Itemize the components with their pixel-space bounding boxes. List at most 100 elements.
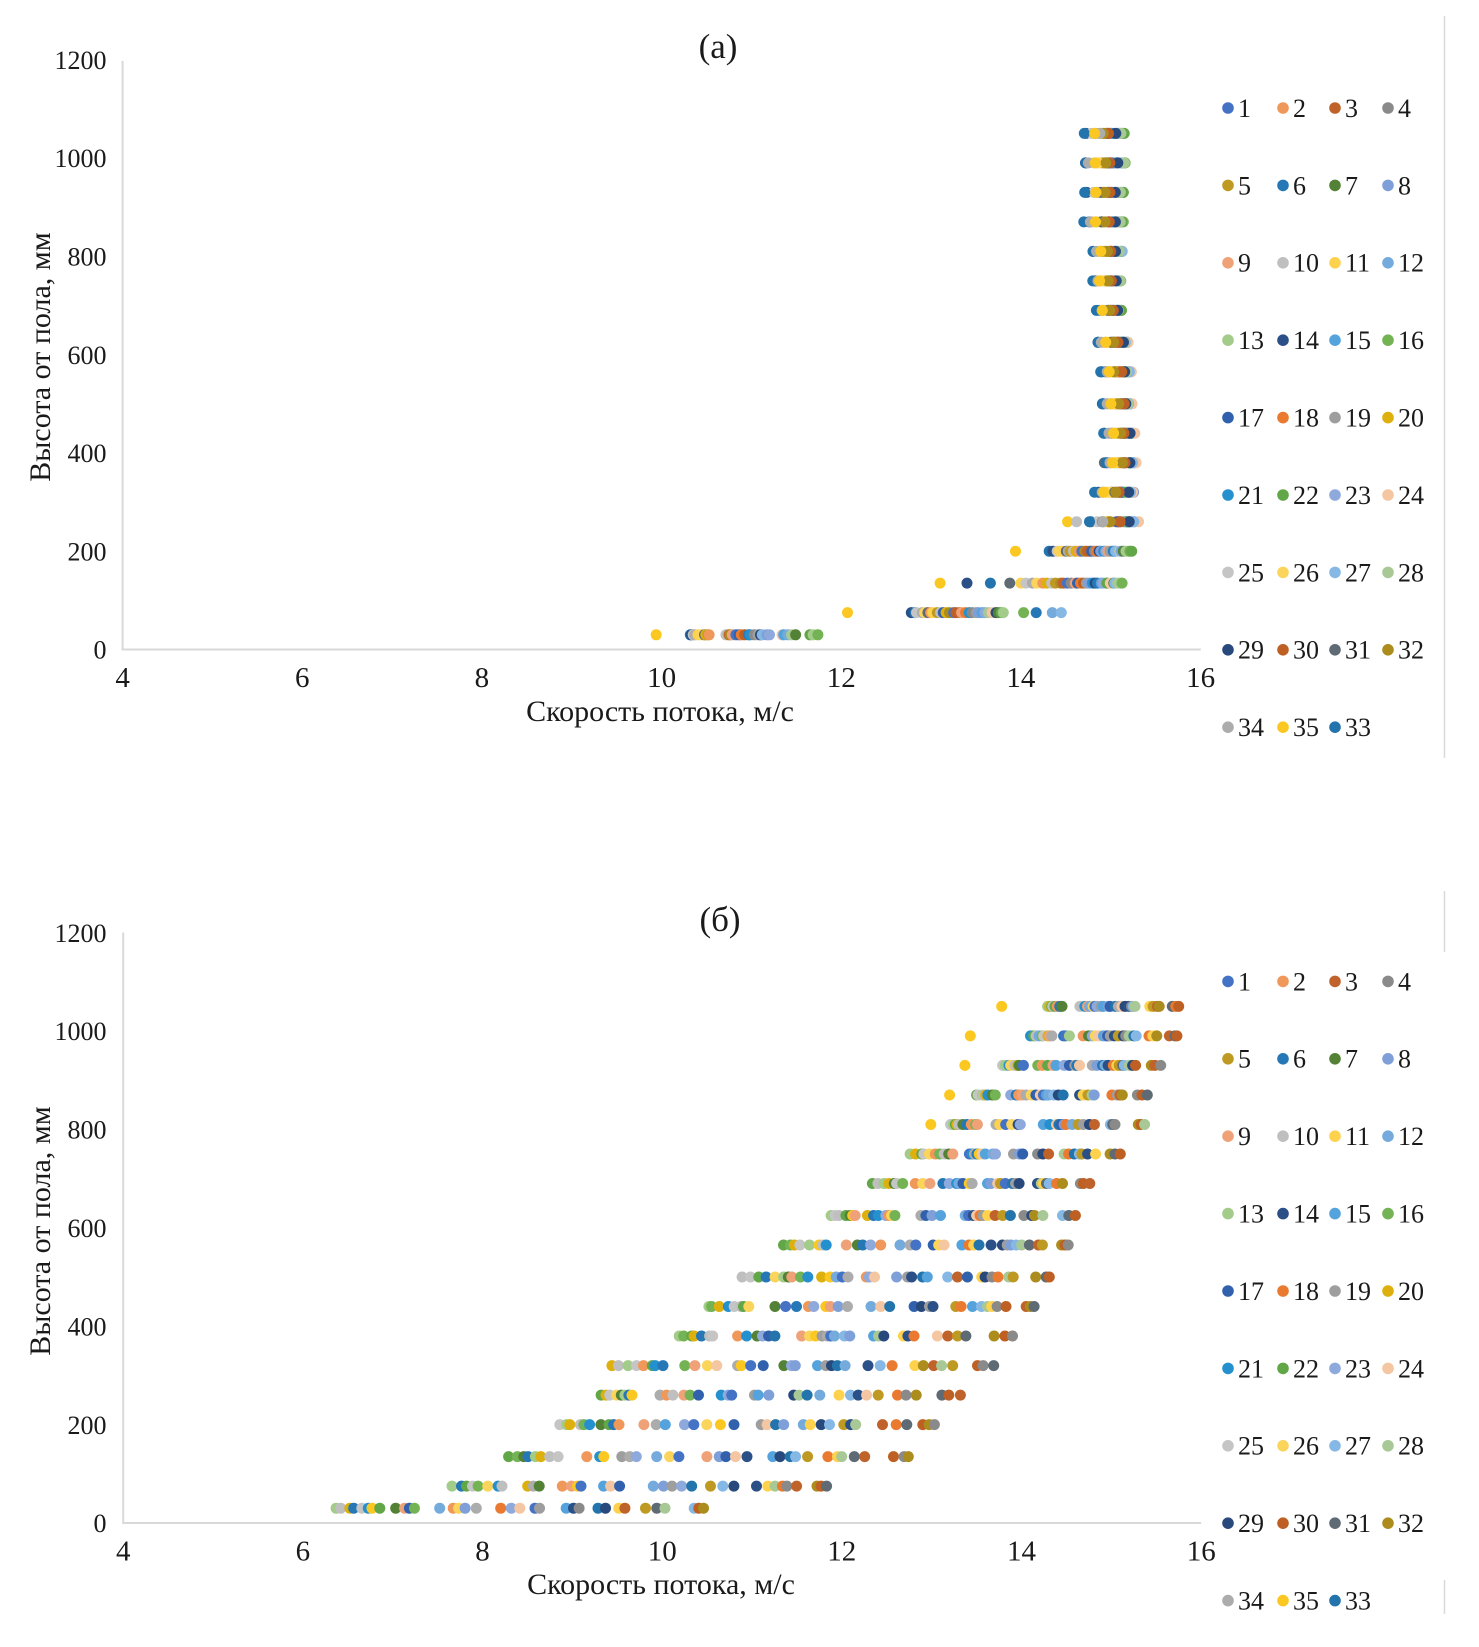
svg-text:25: 25 bbox=[1238, 558, 1264, 587]
svg-text:1: 1 bbox=[1238, 967, 1251, 996]
svg-text:5: 5 bbox=[1238, 171, 1251, 200]
svg-text:10: 10 bbox=[1293, 249, 1319, 278]
svg-text:18: 18 bbox=[1293, 1277, 1319, 1306]
svg-text:14: 14 bbox=[1293, 326, 1319, 355]
svg-text:30: 30 bbox=[1293, 636, 1319, 665]
svg-text:2: 2 bbox=[1293, 967, 1306, 996]
svg-text:23: 23 bbox=[1345, 481, 1371, 510]
svg-text:27: 27 bbox=[1345, 558, 1371, 587]
svg-text:16: 16 bbox=[1186, 662, 1215, 694]
svg-text:29: 29 bbox=[1238, 1509, 1264, 1538]
svg-text:8: 8 bbox=[1398, 171, 1411, 200]
svg-text:22: 22 bbox=[1293, 481, 1319, 510]
svg-text:3: 3 bbox=[1345, 967, 1358, 996]
svg-text:20: 20 bbox=[1398, 1277, 1424, 1306]
svg-text:Высота от пола, мм: Высота от пола, мм bbox=[24, 232, 57, 482]
svg-text:400: 400 bbox=[68, 1312, 107, 1341]
svg-text:0: 0 bbox=[94, 1509, 107, 1538]
svg-text:6: 6 bbox=[295, 662, 310, 694]
svg-text:800: 800 bbox=[68, 243, 107, 272]
svg-text:4: 4 bbox=[1398, 94, 1411, 123]
svg-text:32: 32 bbox=[1398, 1509, 1424, 1538]
svg-text:20: 20 bbox=[1398, 404, 1424, 433]
svg-text:21: 21 bbox=[1238, 1354, 1264, 1383]
svg-text:23: 23 bbox=[1345, 1354, 1371, 1383]
svg-text:Скорость потока, м/с: Скорость потока, м/с bbox=[527, 1568, 795, 1601]
svg-text:1000: 1000 bbox=[55, 1017, 107, 1046]
svg-text:1000: 1000 bbox=[55, 144, 107, 173]
svg-text:16: 16 bbox=[1187, 1536, 1216, 1568]
svg-text:1200: 1200 bbox=[55, 46, 107, 75]
svg-text:14: 14 bbox=[1293, 1200, 1319, 1229]
svg-text:26: 26 bbox=[1293, 1432, 1319, 1461]
svg-text:35: 35 bbox=[1293, 1587, 1319, 1616]
svg-text:6: 6 bbox=[296, 1536, 311, 1568]
svg-text:6: 6 bbox=[1293, 1045, 1306, 1074]
svg-text:200: 200 bbox=[68, 1411, 107, 1440]
svg-text:7: 7 bbox=[1345, 1045, 1358, 1074]
svg-text:35: 35 bbox=[1293, 713, 1319, 742]
svg-text:1200: 1200 bbox=[55, 919, 107, 948]
svg-text:14: 14 bbox=[1006, 662, 1036, 694]
svg-text:4: 4 bbox=[115, 662, 130, 694]
svg-text:7: 7 bbox=[1345, 171, 1358, 200]
svg-text:34: 34 bbox=[1238, 713, 1264, 742]
svg-text:6: 6 bbox=[1293, 171, 1306, 200]
svg-text:17: 17 bbox=[1238, 1277, 1264, 1306]
svg-text:(a): (a) bbox=[699, 27, 738, 66]
svg-text:30: 30 bbox=[1293, 1509, 1319, 1538]
svg-text:12: 12 bbox=[1398, 1122, 1424, 1151]
svg-text:8: 8 bbox=[1398, 1045, 1411, 1074]
svg-text:16: 16 bbox=[1398, 326, 1424, 355]
svg-text:13: 13 bbox=[1238, 1200, 1264, 1229]
svg-text:15: 15 bbox=[1345, 1200, 1371, 1229]
svg-text:13: 13 bbox=[1238, 326, 1264, 355]
svg-text:Скорость потока, м/с: Скорость потока, м/с bbox=[526, 695, 794, 728]
svg-text:11: 11 bbox=[1345, 1122, 1370, 1151]
svg-text:Высота от пола, мм: Высота от пола, мм bbox=[24, 1106, 57, 1356]
svg-text:5: 5 bbox=[1238, 1045, 1251, 1074]
svg-text:19: 19 bbox=[1345, 404, 1371, 433]
svg-text:8: 8 bbox=[475, 1536, 490, 1568]
svg-text:2: 2 bbox=[1293, 94, 1306, 123]
svg-text:33: 33 bbox=[1345, 1587, 1371, 1616]
svg-text:34: 34 bbox=[1238, 1587, 1264, 1616]
svg-text:32: 32 bbox=[1398, 636, 1424, 665]
svg-text:15: 15 bbox=[1345, 326, 1371, 355]
svg-text:(б): (б) bbox=[699, 900, 740, 939]
svg-text:12: 12 bbox=[827, 1536, 856, 1568]
svg-text:26: 26 bbox=[1293, 558, 1319, 587]
svg-text:10: 10 bbox=[648, 1536, 677, 1568]
svg-text:18: 18 bbox=[1293, 404, 1319, 433]
svg-text:200: 200 bbox=[68, 537, 107, 566]
svg-text:800: 800 bbox=[68, 1116, 107, 1145]
svg-text:400: 400 bbox=[68, 439, 107, 468]
svg-text:8: 8 bbox=[475, 662, 490, 694]
svg-text:9: 9 bbox=[1238, 249, 1251, 278]
svg-text:24: 24 bbox=[1398, 481, 1424, 510]
svg-text:600: 600 bbox=[68, 1214, 107, 1243]
svg-text:4: 4 bbox=[1398, 967, 1411, 996]
svg-text:16: 16 bbox=[1398, 1200, 1424, 1229]
svg-text:3: 3 bbox=[1345, 94, 1358, 123]
svg-text:29: 29 bbox=[1238, 636, 1264, 665]
svg-text:31: 31 bbox=[1345, 1509, 1371, 1538]
svg-text:24: 24 bbox=[1398, 1354, 1424, 1383]
svg-text:21: 21 bbox=[1238, 481, 1264, 510]
svg-text:14: 14 bbox=[1007, 1536, 1037, 1568]
svg-text:600: 600 bbox=[68, 341, 107, 370]
svg-text:17: 17 bbox=[1238, 404, 1264, 433]
svg-text:22: 22 bbox=[1293, 1354, 1319, 1383]
svg-text:33: 33 bbox=[1345, 713, 1371, 742]
svg-text:11: 11 bbox=[1345, 249, 1370, 278]
svg-text:12: 12 bbox=[827, 662, 856, 694]
svg-text:1: 1 bbox=[1238, 94, 1251, 123]
svg-text:0: 0 bbox=[94, 636, 107, 665]
svg-text:28: 28 bbox=[1398, 558, 1424, 587]
svg-text:9: 9 bbox=[1238, 1122, 1251, 1151]
svg-text:28: 28 bbox=[1398, 1432, 1424, 1461]
svg-text:27: 27 bbox=[1345, 1432, 1371, 1461]
svg-text:10: 10 bbox=[1293, 1122, 1319, 1151]
svg-text:19: 19 bbox=[1345, 1277, 1371, 1306]
svg-text:10: 10 bbox=[647, 662, 676, 694]
